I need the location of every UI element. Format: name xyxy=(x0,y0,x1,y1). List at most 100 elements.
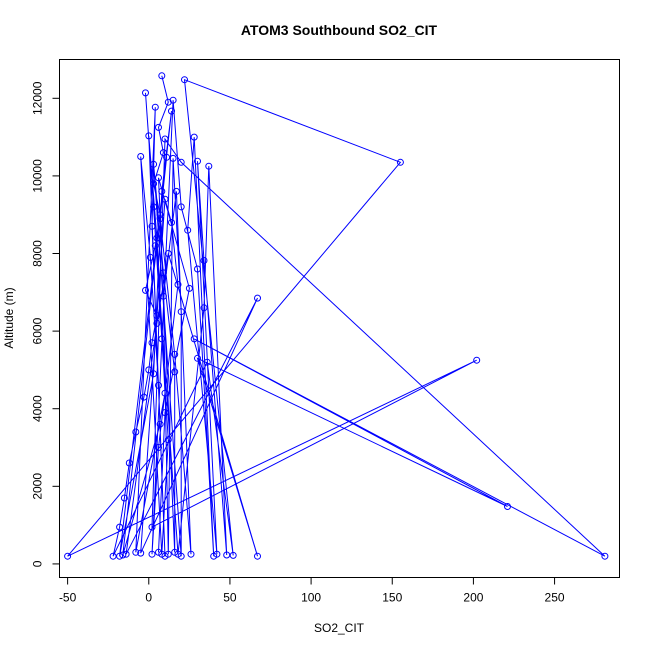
data-point xyxy=(153,319,161,327)
data-point xyxy=(190,133,198,141)
data-point xyxy=(158,187,166,195)
x-tick-label: -50 xyxy=(59,591,77,605)
data-point xyxy=(174,281,182,288)
data-point xyxy=(158,72,166,80)
y-tick-label: 6000 xyxy=(31,317,45,344)
data-point xyxy=(177,158,185,166)
data-point xyxy=(137,549,145,557)
data-point xyxy=(159,269,167,277)
data-point xyxy=(142,286,149,294)
data-point xyxy=(171,350,179,358)
data-point xyxy=(181,76,188,84)
data-point xyxy=(155,381,162,389)
data-point xyxy=(156,215,164,223)
data-point xyxy=(205,162,213,170)
data-point xyxy=(155,123,162,131)
x-tick-label: 250 xyxy=(545,591,565,605)
data-point xyxy=(64,552,72,560)
data-point xyxy=(161,195,169,203)
data-point xyxy=(177,203,185,211)
data-point xyxy=(213,550,221,558)
data-point xyxy=(156,211,164,219)
data-point xyxy=(125,459,133,467)
data-point xyxy=(140,393,148,401)
chart-title: ATOM3 Southbound SO2_CIT xyxy=(241,22,438,38)
data-point xyxy=(177,308,185,316)
plot-frame xyxy=(59,59,620,578)
data-point xyxy=(116,552,124,560)
data-point xyxy=(159,292,167,300)
x-tick-label: 0 xyxy=(145,591,152,605)
data-point xyxy=(116,523,124,531)
y-tick-label: 12000 xyxy=(31,81,45,115)
data-point xyxy=(504,503,511,510)
data-point xyxy=(254,294,261,302)
data-point xyxy=(119,551,127,559)
data-point xyxy=(190,335,198,343)
y-axis: 0 2000 4000 6000 8000 10000 12000 xyxy=(31,81,60,567)
data-point xyxy=(156,420,164,428)
x-axis-label: SO2_CIT xyxy=(314,621,365,635)
y-tick-label: 8000 xyxy=(31,240,45,267)
data-point xyxy=(155,548,162,556)
data-point xyxy=(177,552,185,560)
data-point xyxy=(161,135,169,143)
series-layer xyxy=(64,72,609,560)
data-point xyxy=(168,107,175,115)
x-tick-label: 200 xyxy=(463,591,483,605)
data-point xyxy=(142,89,149,97)
y-tick-label: 10000 xyxy=(31,159,45,193)
data-point xyxy=(150,370,158,378)
y-tick-label: 2000 xyxy=(31,473,45,500)
data-point xyxy=(223,551,231,559)
data-point xyxy=(169,96,177,104)
x-tick-label: 50 xyxy=(223,591,237,605)
data-point xyxy=(161,389,169,397)
data-point xyxy=(396,158,404,166)
data-point xyxy=(151,103,159,111)
data-point xyxy=(150,180,158,188)
data-point xyxy=(148,222,156,230)
data-point xyxy=(132,428,140,436)
data-point xyxy=(159,149,167,157)
data-point xyxy=(200,304,208,312)
data-point xyxy=(184,226,192,234)
x-axis: -50 0 50 100 150 200 250 xyxy=(59,577,565,605)
x-tick-label: 150 xyxy=(382,591,402,605)
data-point xyxy=(153,234,161,242)
data-point xyxy=(150,160,158,168)
data-point xyxy=(169,154,177,162)
y-tick-label: 0 xyxy=(31,560,45,567)
data-point xyxy=(171,368,179,376)
data-point xyxy=(151,242,159,250)
data-point xyxy=(164,550,172,558)
data-point xyxy=(153,312,161,320)
data-point xyxy=(601,552,609,560)
data-point xyxy=(171,548,179,556)
y-axis-label: Altitude (m) xyxy=(2,287,16,348)
data-point xyxy=(122,550,130,558)
data-point xyxy=(473,356,481,364)
data-point xyxy=(155,174,162,182)
data-point xyxy=(203,358,211,366)
y-tick-label: 4000 xyxy=(31,395,45,422)
data-point xyxy=(150,203,158,211)
data-point xyxy=(132,548,140,556)
data-point xyxy=(164,250,172,257)
data-point xyxy=(229,551,237,559)
data-point xyxy=(148,550,156,558)
data-point xyxy=(185,284,193,292)
data-point xyxy=(172,187,180,195)
series-line xyxy=(67,75,606,557)
data-point xyxy=(161,409,169,417)
data-point xyxy=(187,550,195,558)
data-point xyxy=(163,153,171,161)
data-point xyxy=(148,523,156,531)
data-point xyxy=(146,253,154,261)
data-point xyxy=(145,366,153,374)
data-point xyxy=(137,153,145,160)
data-point xyxy=(194,265,201,273)
data-point xyxy=(164,436,172,444)
